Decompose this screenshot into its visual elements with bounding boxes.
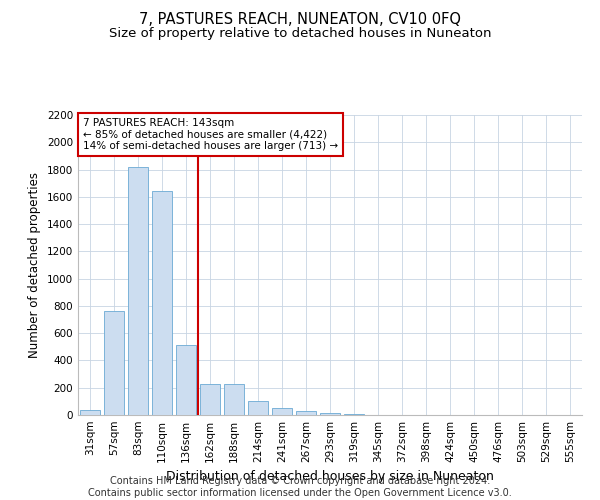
Bar [344, 414, 364, 415]
Bar [272, 408, 292, 415]
Bar [320, 412, 340, 415]
Bar [176, 346, 196, 415]
Bar [80, 410, 100, 415]
Bar [296, 411, 316, 415]
Bar [224, 384, 244, 415]
Text: Contains HM Land Registry data © Crown copyright and database right 2024.
Contai: Contains HM Land Registry data © Crown c… [88, 476, 512, 498]
X-axis label: Distribution of detached houses by size in Nuneaton: Distribution of detached houses by size … [166, 470, 494, 484]
Y-axis label: Number of detached properties: Number of detached properties [28, 172, 41, 358]
Bar [200, 384, 220, 415]
Text: 7 PASTURES REACH: 143sqm
← 85% of detached houses are smaller (4,422)
14% of sem: 7 PASTURES REACH: 143sqm ← 85% of detach… [83, 118, 338, 151]
Bar [128, 167, 148, 415]
Bar [152, 192, 172, 415]
Text: Size of property relative to detached houses in Nuneaton: Size of property relative to detached ho… [109, 28, 491, 40]
Bar [248, 400, 268, 415]
Text: 7, PASTURES REACH, NUNEATON, CV10 0FQ: 7, PASTURES REACH, NUNEATON, CV10 0FQ [139, 12, 461, 28]
Bar [104, 312, 124, 415]
